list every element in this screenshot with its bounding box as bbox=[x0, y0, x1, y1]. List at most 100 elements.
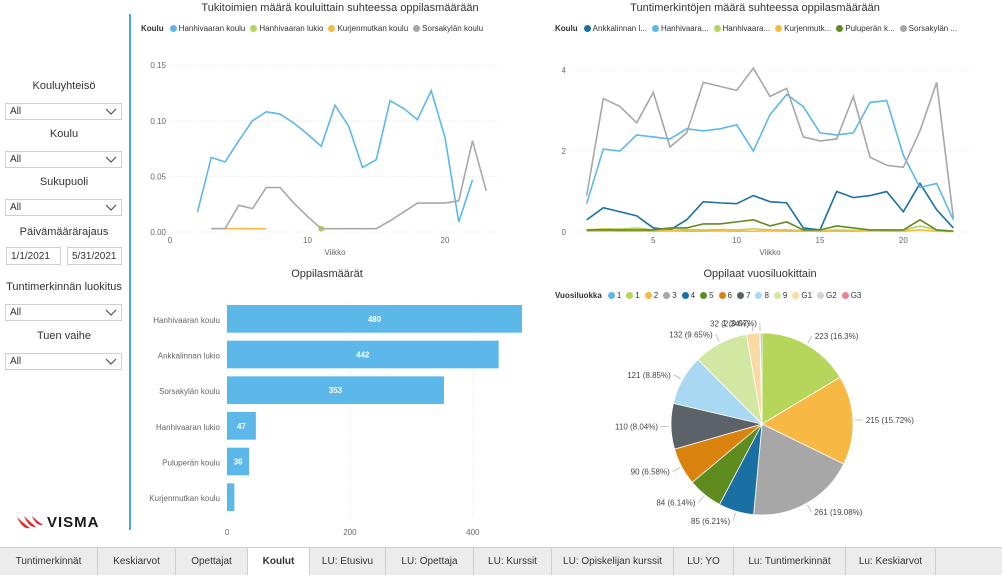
kouluyhteiso-dropdown[interactable]: All bbox=[5, 103, 122, 120]
legend-item[interactable]: 1 bbox=[608, 291, 621, 300]
tab-lu-opettaja[interactable]: LU: Opettaja bbox=[386, 548, 474, 575]
koulu-dropdown[interactable]: All bbox=[5, 151, 122, 168]
legend-item[interactable]: Ankkalinnan l... bbox=[584, 24, 647, 33]
tab-keskiarvot[interactable]: Keskiarvot bbox=[98, 548, 176, 575]
legend-label: Sorsakylän koulu bbox=[422, 24, 483, 33]
legend-dot-icon bbox=[413, 25, 420, 32]
legend-item[interactable]: G1 bbox=[792, 291, 812, 300]
filter-label-luokitus: Tuntimerkinnän luokitus bbox=[0, 281, 128, 293]
legend-dot-icon bbox=[714, 25, 721, 32]
bar-category-label: Kurjenmutkan koulu bbox=[149, 494, 220, 503]
legend-title: Koulu bbox=[555, 24, 578, 33]
legend-dot-icon bbox=[608, 292, 615, 299]
date-from-input[interactable]: 1/1/2021 bbox=[6, 247, 61, 265]
pie-data-label: 84 (6.14%) bbox=[656, 499, 695, 508]
legend-dot-icon bbox=[775, 25, 782, 32]
legend-dot-icon bbox=[682, 292, 689, 299]
x-tick-label: 5 bbox=[651, 236, 656, 245]
chart4-plot[interactable]: 223 (16.3%)215 (15.72%)261 (19.08%)85 (6… bbox=[548, 300, 998, 545]
luokitus-dropdown[interactable]: All bbox=[5, 304, 122, 321]
legend-item[interactable]: 2 bbox=[645, 291, 658, 300]
legend-item[interactable]: 7 bbox=[737, 291, 750, 300]
tab-lu-kurssit[interactable]: LU: Kurssit bbox=[474, 548, 552, 575]
visma-logo: VISMA bbox=[16, 512, 126, 532]
tuen-vaihe-dropdown[interactable]: All bbox=[5, 353, 122, 370]
legend-item[interactable]: Hanhivaara... bbox=[652, 24, 709, 33]
chart2-legend: Koulu Ankkalinnan l... Hanhivaara... Hanhiv… bbox=[555, 24, 962, 33]
dropdown-value: All bbox=[10, 106, 21, 117]
legend-dot-icon bbox=[645, 292, 652, 299]
visma-logo-icon bbox=[16, 514, 44, 530]
legend-dot-icon bbox=[663, 292, 670, 299]
legend-label: 1 bbox=[635, 291, 639, 300]
tab-lu-tuntimerkinnät[interactable]: Lu: Tuntimerkinnät bbox=[734, 548, 846, 575]
legend-label: 1 bbox=[617, 291, 621, 300]
legend-dot-icon bbox=[737, 292, 744, 299]
series-line bbox=[587, 183, 954, 230]
legend-item[interactable]: 4 bbox=[682, 291, 695, 300]
legend-item[interactable]: Hanhivaaran koulu bbox=[170, 24, 246, 33]
bar-category-label: Ankkalinnan lukio bbox=[158, 352, 221, 361]
chevron-down-icon bbox=[105, 306, 117, 318]
legend-label: Hanhivaaran lukio bbox=[259, 24, 323, 33]
legend-item[interactable]: Kurjenmutk... bbox=[775, 24, 831, 33]
legend-item[interactable]: Sorsakylän ... bbox=[900, 24, 957, 33]
y-tick-label: 0.15 bbox=[150, 61, 166, 70]
legend-item[interactable]: Puluperän k... bbox=[836, 24, 894, 33]
pane-divider bbox=[129, 14, 131, 530]
legend-label: G1 bbox=[801, 291, 812, 300]
date-to-input[interactable]: 5/31/2021 bbox=[67, 247, 122, 265]
legend-item[interactable]: Hanhivaaran lukio bbox=[250, 24, 323, 33]
legend-item[interactable]: 3 bbox=[663, 291, 676, 300]
tab-lu-opiskelijan-kurssit[interactable]: LU: Opiskelijan kurssit bbox=[552, 548, 674, 575]
legend-item[interactable]: G2 bbox=[817, 291, 837, 300]
legend-dot-icon bbox=[626, 292, 633, 299]
chart1-title: Tukitoimien määrä kouluittain suhteessa … bbox=[140, 2, 540, 14]
tab-opettajat[interactable]: Opettajat bbox=[176, 548, 248, 575]
legend-item[interactable]: 5 bbox=[700, 291, 713, 300]
dropdown-value: All bbox=[10, 154, 21, 165]
filter-label-date: Päivämäärärajaus bbox=[0, 226, 128, 238]
tab-lu-etusivu[interactable]: LU: Etusivu bbox=[310, 548, 386, 575]
tab-tuntimerkinnät[interactable]: Tuntimerkinnät bbox=[0, 548, 98, 575]
bar-category-label: Hanhivaaran koulu bbox=[153, 316, 220, 325]
series-line bbox=[587, 68, 954, 218]
legend-item[interactable]: 9 bbox=[774, 291, 787, 300]
bar-data-label: 353 bbox=[329, 386, 343, 395]
legend-item[interactable]: G3 bbox=[842, 291, 862, 300]
chevron-down-icon bbox=[105, 105, 117, 117]
legend-item[interactable]: 8 bbox=[755, 291, 768, 300]
legend-label: Ankkalinnan l... bbox=[593, 24, 647, 33]
bar-category-label: Hanhivaaran lukio bbox=[156, 423, 221, 432]
legend-label: Puluperän k... bbox=[845, 24, 894, 33]
legend-item[interactable]: Sorsakylän koulu bbox=[413, 24, 483, 33]
legend-item[interactable]: Kurjenmutkan koulu bbox=[328, 24, 408, 33]
legend-dot-icon bbox=[170, 25, 177, 32]
dropdown-value: All bbox=[10, 202, 21, 213]
legend-item[interactable]: 6 bbox=[719, 291, 732, 300]
legend-dot-icon bbox=[652, 25, 659, 32]
dropdown-value: All bbox=[10, 356, 21, 367]
bar-data-label: 47 bbox=[237, 422, 246, 431]
x-tick-label: 0 bbox=[225, 528, 230, 537]
pie-data-label: 215 (15.72%) bbox=[866, 416, 914, 425]
chevron-down-icon bbox=[105, 355, 117, 367]
tab-lu-yo[interactable]: LU: YO bbox=[674, 548, 734, 575]
pie-leader-line bbox=[674, 375, 681, 379]
bar-category-label: Puluperän koulu bbox=[162, 459, 220, 468]
bar bbox=[227, 483, 234, 511]
pie-data-label: 90 (6.58%) bbox=[631, 467, 670, 476]
pie-leader-line bbox=[698, 496, 703, 502]
pie-data-label: 223 (16.3%) bbox=[815, 332, 859, 341]
legend-item[interactable]: Hanhivaara... bbox=[714, 24, 771, 33]
legend-label: Kurjenmutk... bbox=[784, 24, 831, 33]
sukupuoli-dropdown[interactable]: All bbox=[5, 199, 122, 216]
tab-koulut[interactable]: Koulut bbox=[248, 548, 310, 575]
tab-lu-keskiarvot[interactable]: Lu: Keskiarvot bbox=[846, 548, 936, 575]
legend-item[interactable]: 1 bbox=[626, 291, 639, 300]
